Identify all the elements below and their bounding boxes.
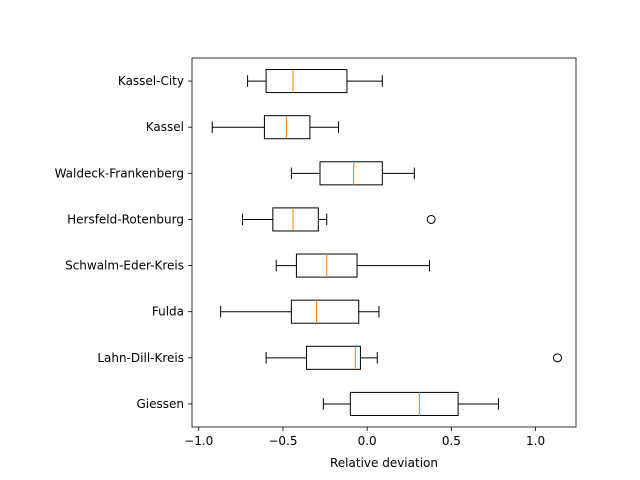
plot-area xyxy=(211,69,562,416)
box-group-7 xyxy=(322,391,500,416)
box-iqr xyxy=(319,161,383,186)
plot-frame xyxy=(191,57,577,428)
box-iqr xyxy=(265,69,348,94)
box-iqr xyxy=(306,345,361,370)
x-tick-label: −1.0 xyxy=(184,434,213,448)
y-tick-label: Giessen xyxy=(136,397,184,411)
box-iqr xyxy=(349,391,459,416)
y-tick-label: Hersfeld-Rotenburg xyxy=(67,212,184,226)
box-group-3 xyxy=(242,207,436,232)
y-tick-label: Fulda xyxy=(152,305,184,319)
box-group-4 xyxy=(275,253,430,278)
outlier-point xyxy=(426,214,436,224)
y-axis: Kassel-City Kassel Waldeck-Frankenberg Hers… xyxy=(55,74,192,411)
box-iqr xyxy=(290,299,360,324)
x-tick-label: 1.0 xyxy=(526,434,545,448)
y-tick-label: Kassel xyxy=(146,120,184,134)
x-axis: −1.0 −0.5 0.0 0.5 1.0 xyxy=(184,427,545,448)
box-group-2 xyxy=(290,161,415,186)
x-axis-title: Relative deviation xyxy=(330,456,438,470)
y-tick-label: Kassel-City xyxy=(118,74,184,88)
y-tick-label: Schwalm-Eder-Kreis xyxy=(65,259,184,273)
box-group-6 xyxy=(265,345,562,370)
box-iqr xyxy=(263,115,311,140)
outlier-point xyxy=(552,353,562,363)
y-tick-label: Lahn-Dill-Kreis xyxy=(97,351,184,365)
x-tick-label: 0.0 xyxy=(358,434,377,448)
box-group-0 xyxy=(247,69,383,94)
x-tick-label: 0.5 xyxy=(442,434,461,448)
y-tick-label: Waldeck-Frankenberg xyxy=(55,166,184,180)
box-iqr xyxy=(272,207,319,232)
x-tick-label: −0.5 xyxy=(268,434,297,448)
box-group-5 xyxy=(220,299,380,324)
box-group-1 xyxy=(211,115,340,140)
